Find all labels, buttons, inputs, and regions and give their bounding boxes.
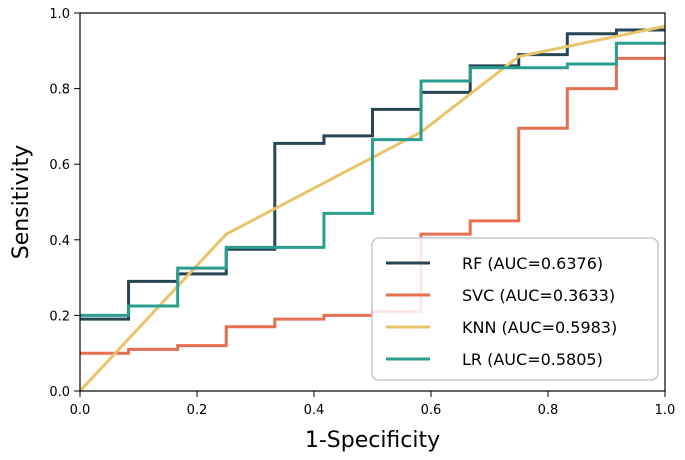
legend-box	[371, 237, 659, 381]
y-tick-label: 0.0	[49, 385, 70, 400]
y-tick-label: 0.2	[49, 309, 70, 324]
y-tick-label: 1.0	[49, 7, 70, 22]
x-axis-title: 1-Specificity	[305, 428, 440, 453]
legend-label-lr: LR (AUC=0.5805)	[462, 350, 603, 369]
axes-frame	[79, 12, 666, 392]
legend-label-knn: KNN (AUC=0.5983)	[462, 318, 617, 337]
legend-label-svc: SVC (AUC=0.3633)	[462, 286, 615, 305]
legend: RF (AUC=0.6376) SVC (AUC=0.3633) KNN (AUC=…	[371, 237, 659, 381]
x-tick-label: 0.4	[304, 403, 325, 418]
x-tick-label: 0.6	[421, 403, 442, 418]
series-line-lr	[80, 41, 665, 317]
legend-label-rf: RF (AUC=0.6376)	[462, 254, 603, 273]
x-tick-label: 0.8	[538, 403, 559, 418]
axes-layer: 0.0 0.2 0.4 0.6 0.8 1.0 0.0 0.2 0.4 0.6 0.8 1.0 1-Sp…	[9, 7, 675, 453]
y-tick-label: 0.6	[49, 158, 70, 173]
series-layer	[78, 24, 666, 393]
x-tick-label: 0.2	[187, 403, 208, 418]
x-tick-label: 1.0	[655, 403, 676, 418]
y-tick-label: 0.8	[49, 83, 70, 98]
y-tick-label: 0.4	[49, 234, 70, 249]
y-axis-title: Sensitivity	[9, 145, 34, 260]
x-tick-label: 0.0	[70, 403, 91, 418]
